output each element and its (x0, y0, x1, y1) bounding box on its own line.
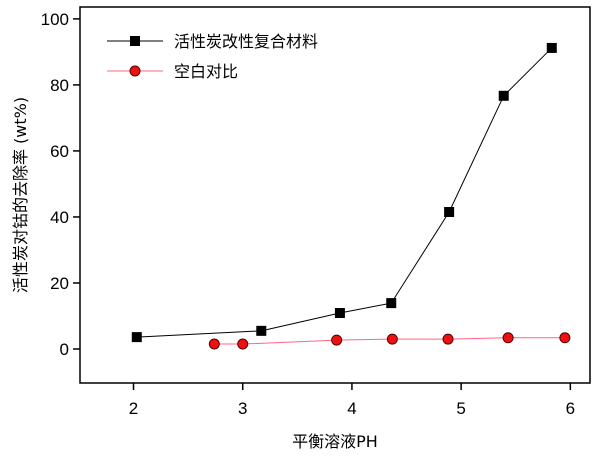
data-point-0-5 (498, 90, 509, 101)
data-point-1-5 (502, 332, 514, 344)
y-tick-label: 100 (41, 10, 69, 29)
data-point-1-0 (208, 338, 220, 350)
data-point-0-6 (546, 42, 557, 53)
x-tick-label: 5 (456, 399, 465, 418)
x-tick-label: 3 (238, 399, 247, 418)
y-axis-label: 活性炭对钴的去除率 (wt%) (11, 97, 30, 293)
data-point-1-6 (559, 332, 571, 344)
data-point-1-3 (386, 333, 398, 345)
legend-label-0: 活性炭改性复合材料 (174, 32, 318, 51)
legend-label-1: 空白对比 (174, 62, 238, 81)
data-point-0-2 (334, 308, 345, 319)
data-point-0-4 (444, 207, 455, 218)
data-point-0-3 (386, 298, 397, 309)
data-point-1-4 (442, 333, 454, 345)
y-tick-label: 20 (50, 274, 69, 293)
y-tick-label: 80 (50, 76, 69, 95)
y-tick-label: 0 (60, 340, 69, 359)
plot-area (131, 42, 571, 350)
data-point-0-1 (256, 325, 267, 336)
x-tick-label: 6 (566, 399, 575, 418)
y-tick-label: 60 (50, 142, 69, 161)
y-tick-label: 40 (50, 208, 69, 227)
x-tick-label: 2 (129, 399, 138, 418)
series-line-0 (136, 47, 553, 338)
x-axis-label: 平衡溶液PH (292, 432, 378, 451)
data-point-1-1 (237, 338, 249, 350)
data-point-0-0 (131, 332, 142, 343)
x-tick-label: 4 (347, 399, 356, 418)
legend-marker-1 (129, 65, 141, 77)
data-point-1-2 (331, 334, 343, 346)
legend-marker-0 (130, 36, 140, 46)
plot-frame (79, 6, 591, 384)
